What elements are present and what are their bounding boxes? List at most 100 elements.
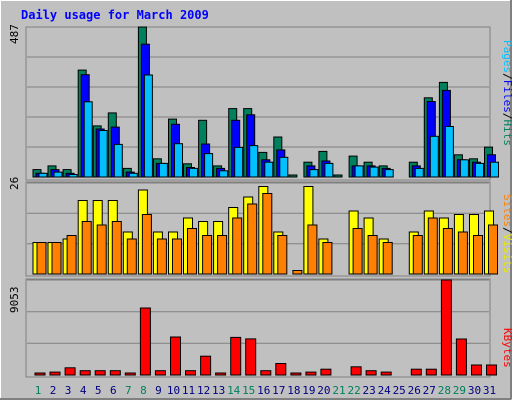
day-label: 7 — [125, 384, 132, 397]
bar-pages-day-23 — [369, 166, 379, 178]
bar-pages-day-22 — [354, 165, 364, 178]
bar-kbytes-day-18 — [290, 372, 302, 376]
bar-sites-day-17 — [277, 235, 288, 275]
bar-kbytes-day-6 — [109, 370, 121, 376]
bar-sites-day-6 — [111, 221, 122, 275]
bar-kbytes-day-28 — [440, 279, 452, 376]
bar-kbytes-day-14 — [230, 336, 242, 376]
day-label: 16 — [257, 384, 270, 397]
bar-kbytes-day-9 — [154, 370, 166, 376]
day-label: 27 — [423, 384, 436, 397]
bar-pages-day-31 — [490, 161, 499, 178]
bar-pages-day-28 — [444, 126, 454, 178]
bar-sites-day-19 — [307, 224, 318, 275]
day-label: 9 — [155, 384, 162, 397]
bar-kbytes-day-19 — [305, 371, 317, 376]
day-label: 17 — [272, 384, 285, 397]
bar-sites-day-11 — [187, 228, 197, 275]
chart-title: Daily usage for March 2009 — [21, 8, 209, 22]
bar-kbytes-day-3 — [64, 367, 76, 376]
bar-pages-day-7 — [128, 172, 138, 178]
day-label: 19 — [302, 384, 315, 397]
bar-pages-day-13 — [219, 170, 229, 178]
bar-kbytes-day-20 — [320, 368, 332, 376]
bar-pages-day-1 — [38, 172, 48, 178]
day-label: 29 — [453, 384, 466, 397]
bar-hits-day-18 — [288, 174, 298, 178]
bar-pages-day-27 — [429, 135, 439, 178]
bar-pages-day-8 — [143, 74, 153, 178]
day-label: 12 — [197, 384, 210, 397]
bars — [32, 26, 499, 376]
bar-pages-day-15 — [249, 145, 259, 178]
day-label: 3 — [65, 384, 72, 397]
bar-kbytes-day-17 — [275, 363, 287, 376]
bar-sites-day-26 — [412, 235, 423, 275]
day-label: 22 — [347, 384, 360, 397]
bar-pages-day-5 — [98, 130, 108, 178]
legend-panel1: Pages/Files/Hits — [501, 40, 512, 146]
day-label: 15 — [242, 384, 255, 397]
bar-sites-day-24 — [382, 242, 393, 275]
legend-kbytes: KBytes — [501, 328, 512, 368]
day-label: 1 — [35, 384, 42, 397]
bar-sites-day-29 — [457, 231, 468, 275]
bar-pages-day-20 — [324, 162, 334, 178]
bar-sites-day-12 — [202, 235, 213, 275]
day-label: 13 — [212, 384, 225, 397]
bar-kbytes-day-7 — [124, 372, 136, 376]
bar-kbytes-day-30 — [471, 364, 482, 376]
bar-sites-day-8 — [141, 214, 152, 275]
bar-sites-day-15 — [247, 203, 258, 275]
bar-sites-day-22 — [352, 228, 363, 275]
day-label: 4 — [80, 384, 87, 397]
bar-kbytes-day-13 — [215, 372, 227, 376]
bar-pages-day-24 — [384, 169, 394, 178]
bar-pages-day-11 — [189, 167, 198, 178]
day-label: 8 — [140, 384, 147, 397]
legend-pages: Pages — [501, 40, 512, 73]
bar-kbytes-day-24 — [380, 371, 392, 376]
bar-kbytes-day-5 — [94, 370, 106, 376]
bar-sites-day-14 — [232, 217, 243, 275]
bar-sites-day-20 — [322, 242, 333, 275]
day-label: 6 — [110, 384, 117, 397]
bar-sites-day-7 — [126, 238, 137, 275]
bar-pages-day-19 — [309, 169, 319, 178]
bar-sites-day-3 — [66, 235, 77, 275]
bar-pages-day-14 — [234, 146, 244, 178]
bar-pages-day-26 — [414, 167, 424, 178]
bar-sites-day-16 — [262, 193, 273, 275]
bar-sites-day-30 — [473, 235, 483, 275]
right-legend: Pages/Files/Hits Sites/Visits KBytes — [501, 40, 512, 368]
day-label: 25 — [393, 384, 406, 397]
bar-kbytes-day-2 — [49, 371, 61, 376]
day-label: 18 — [287, 384, 300, 397]
bar-kbytes-day-27 — [425, 368, 437, 376]
bar-kbytes-day-12 — [200, 355, 212, 376]
bar-pages-day-6 — [113, 143, 123, 178]
day-label: 21 — [332, 384, 345, 397]
bar-sites-day-4 — [81, 221, 92, 275]
x-axis-day-labels: 1 2 3 4 5 6 7 8 9 10 11 12 13 14 15 16 17 18 19 20 21 22 23 24 2… — [35, 384, 496, 397]
bar-kbytes-day-26 — [410, 368, 422, 376]
day-label: 30 — [468, 384, 481, 397]
legend-files: Files — [501, 80, 512, 113]
bar-sites-day-18 — [292, 270, 303, 275]
bar-pages-day-3 — [68, 174, 78, 178]
bar-kbytes-day-23 — [365, 370, 377, 376]
panel1-ymax-label: 487 — [8, 24, 21, 44]
day-label: 26 — [408, 384, 421, 397]
day-label: 20 — [317, 384, 330, 397]
bar-pages-day-30 — [475, 162, 484, 178]
bar-kbytes-day-4 — [79, 370, 91, 376]
bar-sites-day-5 — [96, 224, 107, 275]
bar-pages-day-10 — [174, 143, 183, 178]
bar-sites-day-1 — [36, 242, 47, 275]
bar-kbytes-day-15 — [245, 338, 257, 376]
bar-sites-day-27 — [427, 217, 438, 275]
bar-sites-day-28 — [442, 228, 453, 275]
legend-panel2: Sites/Visits — [501, 194, 512, 274]
